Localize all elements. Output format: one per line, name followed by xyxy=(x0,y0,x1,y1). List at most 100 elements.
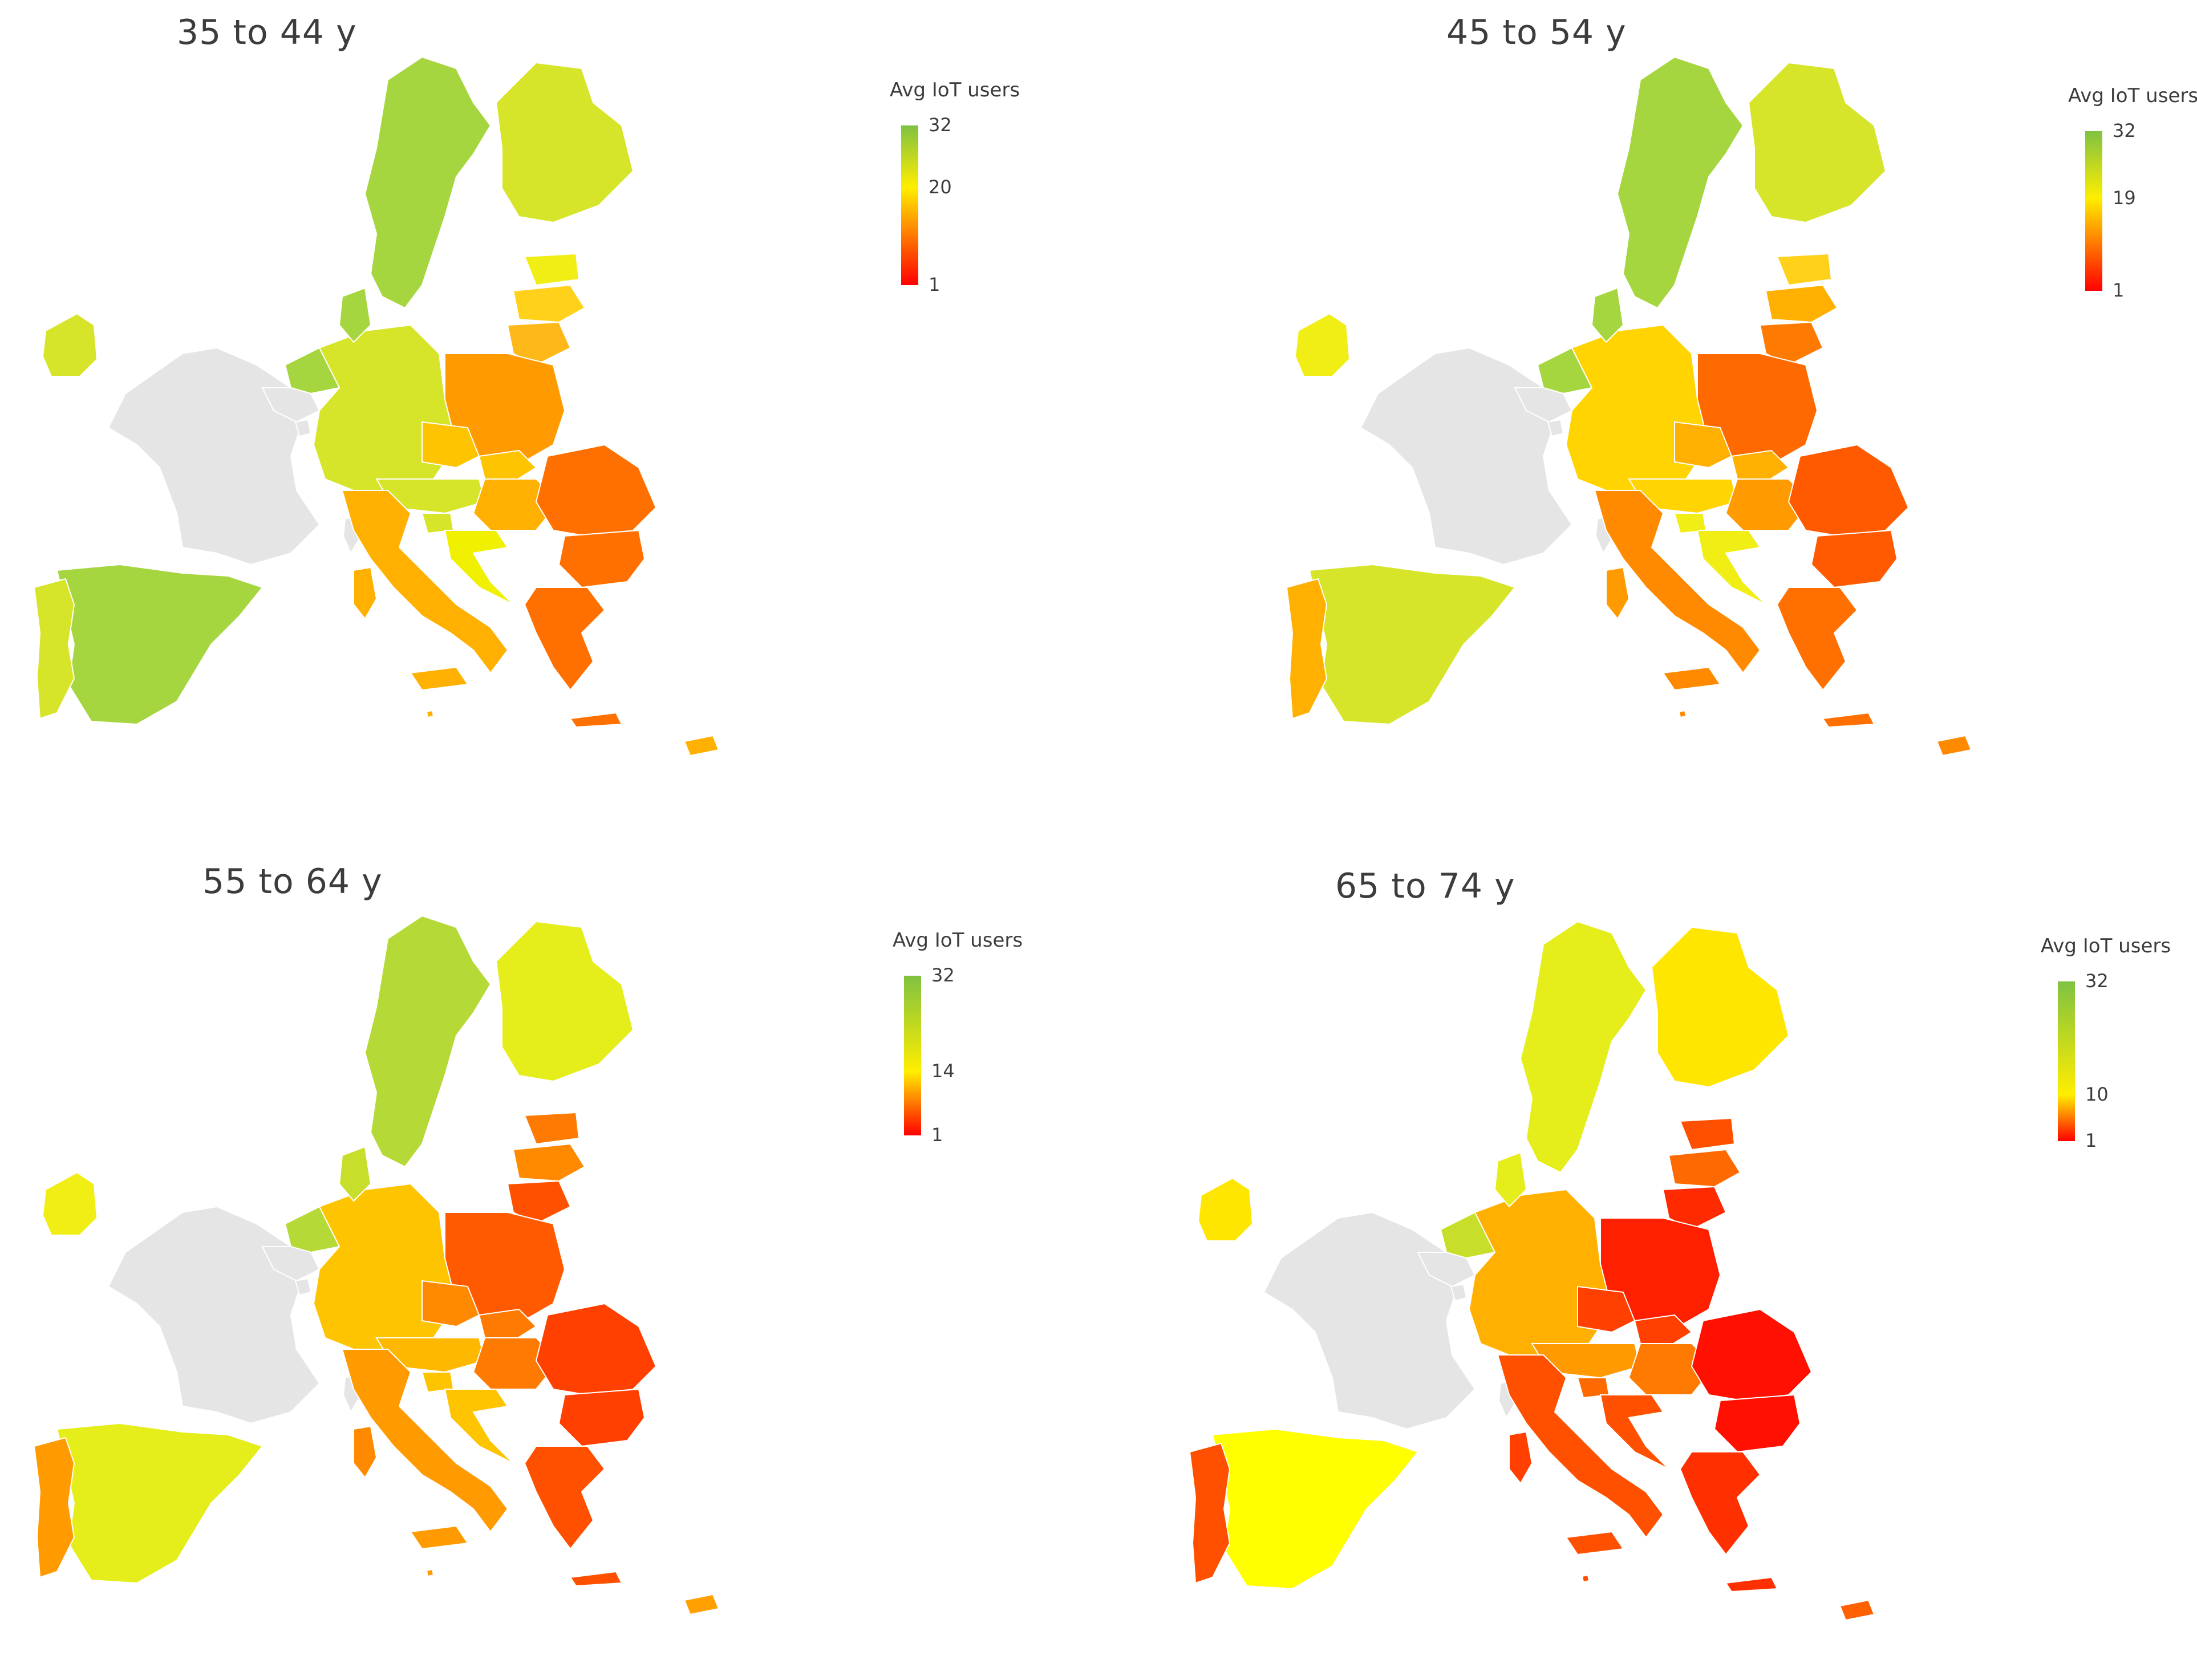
country-mt xyxy=(425,1568,435,1577)
country-lu xyxy=(1547,419,1564,437)
country-sardinia xyxy=(1509,1431,1533,1484)
country-pl xyxy=(444,353,566,469)
country-lu xyxy=(1450,1283,1468,1302)
country-cy xyxy=(1839,1599,1875,1621)
country-cy xyxy=(683,735,720,757)
country-ee xyxy=(1776,253,1833,286)
country-de xyxy=(313,324,457,491)
country-ie xyxy=(42,1171,98,1236)
country-hu xyxy=(1725,478,1813,531)
country-gr xyxy=(524,587,623,728)
country-hu xyxy=(1628,1343,1716,1395)
country-lu xyxy=(294,1277,312,1296)
legend-tick-max: 32 xyxy=(2113,120,2136,141)
country-hu xyxy=(472,1337,560,1390)
legend-tick-max: 32 xyxy=(2085,970,2109,992)
legend-tick-min: 1 xyxy=(2113,279,2125,301)
panel-title: 65 to 74 y xyxy=(1335,866,1515,906)
legend-title: Avg IoT users xyxy=(2041,935,2171,957)
country-es xyxy=(1211,1428,1419,1590)
country-it xyxy=(341,490,509,691)
country-sardinia xyxy=(1606,566,1630,620)
country-ro xyxy=(1787,444,1910,537)
panel-title: 35 to 44 y xyxy=(177,13,357,52)
country-fr xyxy=(1360,347,1573,566)
country-dk xyxy=(1494,1151,1527,1208)
europe-map xyxy=(33,56,720,757)
country-pt xyxy=(33,578,75,720)
country-ee xyxy=(1679,1117,1736,1151)
panel-title: 45 to 54 y xyxy=(1446,13,1627,52)
country-ro xyxy=(535,444,657,537)
country-fi xyxy=(495,62,634,224)
country-dk xyxy=(338,1146,372,1202)
legend-title: Avg IoT users xyxy=(2068,84,2197,107)
country-fr xyxy=(107,1206,321,1425)
country-lu xyxy=(294,419,312,437)
country-es xyxy=(56,1422,264,1584)
europe-map xyxy=(1286,56,1972,757)
country-de xyxy=(1565,324,1710,491)
country-ro xyxy=(1691,1308,1813,1402)
country-ro xyxy=(535,1302,657,1396)
country-it xyxy=(1594,490,1761,691)
country-bg xyxy=(1713,1394,1801,1453)
legend-color-bar xyxy=(901,125,918,285)
country-lt xyxy=(506,1180,571,1225)
legend-tick-min: 1 xyxy=(2085,1130,2097,1151)
legend-tick-max: 32 xyxy=(931,964,955,986)
country-fr xyxy=(1263,1211,1476,1430)
country-fi xyxy=(1748,62,1887,224)
legend-tick-mid: 20 xyxy=(929,176,952,198)
country-de xyxy=(313,1183,457,1350)
country-sk xyxy=(478,449,537,483)
country-lv xyxy=(512,1143,586,1182)
country-hu xyxy=(472,478,560,531)
country-lv xyxy=(1668,1149,1741,1188)
country-ee xyxy=(524,253,580,286)
country-gr xyxy=(524,1446,623,1587)
legend-tick-min: 1 xyxy=(929,274,941,295)
country-lt xyxy=(1662,1186,1727,1231)
country-cz xyxy=(421,1280,480,1328)
country-ie xyxy=(1294,313,1351,377)
legend-tick-max: 32 xyxy=(929,114,952,136)
country-pl xyxy=(1600,1218,1721,1333)
legend-tick-mid: 10 xyxy=(2085,1083,2109,1105)
legend-color-bar xyxy=(2085,131,2102,291)
country-lt xyxy=(506,321,571,366)
country-bg xyxy=(558,529,646,589)
legend-title: Avg IoT users xyxy=(890,79,1020,102)
legend-color-bar xyxy=(2058,981,2075,1141)
country-dk xyxy=(1591,287,1624,343)
legend-tick-mid: 14 xyxy=(931,1060,955,1082)
country-bg xyxy=(1810,529,1898,589)
country-lv xyxy=(1765,284,1838,323)
country-it xyxy=(341,1349,509,1550)
country-se xyxy=(364,915,492,1168)
country-ie xyxy=(1197,1177,1254,1241)
country-mt xyxy=(425,709,435,719)
country-cy xyxy=(683,1593,720,1616)
country-sk xyxy=(1633,1314,1693,1348)
country-ie xyxy=(42,313,98,377)
country-cz xyxy=(1674,421,1733,469)
country-pl xyxy=(444,1212,566,1328)
map-panel-45-54: 45 to 54 y Avg IoT users 32 19 1 xyxy=(1098,0,2197,827)
country-se xyxy=(364,56,492,309)
legend-color-bar xyxy=(904,976,921,1135)
country-sardinia xyxy=(353,566,378,620)
map-panel-55-64: 55 to 64 y Avg IoT users 32 14 1 xyxy=(0,827,1098,1655)
country-pl xyxy=(1697,353,1818,469)
country-sk xyxy=(478,1308,537,1342)
country-bg xyxy=(558,1388,646,1447)
country-cz xyxy=(421,421,480,469)
map-panel-35-44: 35 to 44 y Avg IoT users 32 20 1 xyxy=(0,0,1098,827)
country-pt xyxy=(1286,578,1328,720)
europe-map xyxy=(33,915,720,1616)
country-sk xyxy=(1730,449,1790,483)
country-it xyxy=(1497,1354,1664,1556)
country-gr xyxy=(1776,587,1875,728)
country-mt xyxy=(1581,1574,1590,1583)
country-hr xyxy=(444,1389,514,1464)
